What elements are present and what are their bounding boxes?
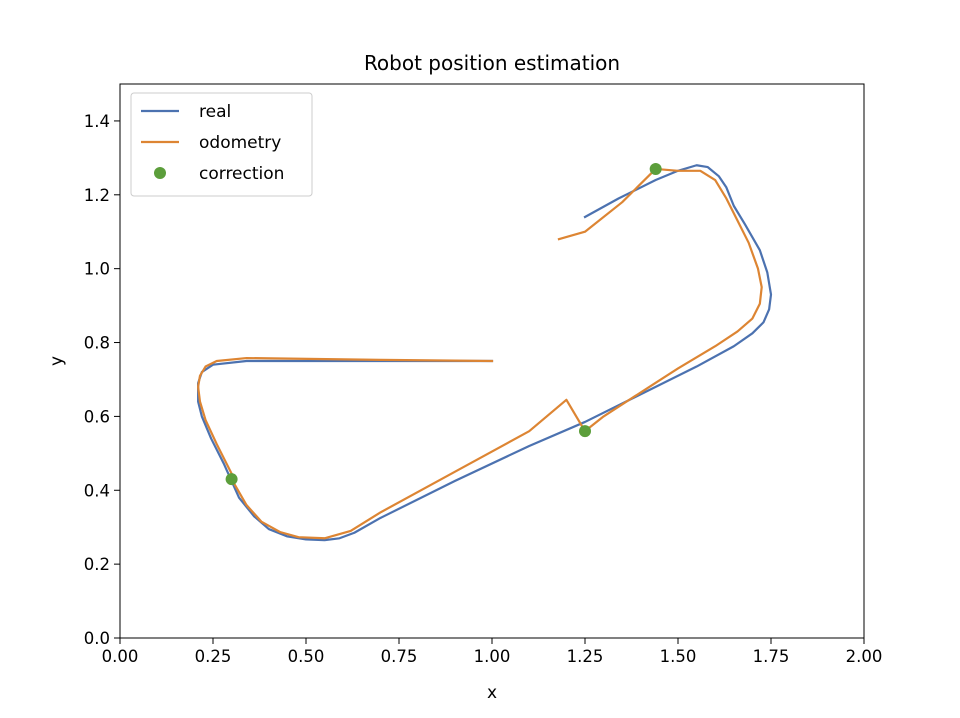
series-correction-point <box>649 162 662 175</box>
y-tick-label: 0.6 <box>84 407 110 426</box>
legend-swatch-correction <box>154 167 166 179</box>
x-tick-label: 1.25 <box>567 647 604 666</box>
chart-title: Robot position estimation <box>364 51 620 75</box>
x-tick-label: 0.00 <box>102 647 139 666</box>
x-axis-ticks: 0.00 0.25 0.50 0.75 1.00 1.25 1.50 1.75 2.00 <box>102 638 883 666</box>
legend-label-odometry: odometry <box>199 133 281 153</box>
series-correction-point <box>579 425 591 438</box>
x-tick-label: 1.50 <box>660 647 697 666</box>
series-odometry-line <box>197 167 763 540</box>
legend: real odometry correction <box>130 92 313 197</box>
y-tick-label: 1.0 <box>84 260 110 279</box>
x-axis-label: x <box>487 683 497 703</box>
x-tick-label: 1.75 <box>753 647 790 666</box>
y-axis-ticks: 0.0 0.2 0.4 0.6 0.8 1.0 1.2 1.4 <box>84 112 120 648</box>
y-tick-label: 1.2 <box>84 186 110 205</box>
x-tick-label: 0.75 <box>381 647 418 666</box>
x-tick-label: 2.00 <box>846 647 883 666</box>
x-tick-label: 1.00 <box>474 647 511 666</box>
series-layer <box>197 162 773 542</box>
x-tick-label: 0.25 <box>195 647 232 666</box>
series-real-line <box>197 164 773 542</box>
legend-label-real: real <box>199 102 231 122</box>
y-tick-label: 0.2 <box>84 555 110 574</box>
series-correction-point <box>225 473 238 486</box>
y-tick-label: 1.4 <box>84 112 110 131</box>
legend-box <box>130 92 313 197</box>
y-tick-label: 0.4 <box>84 481 110 500</box>
y-axis-label: y <box>47 356 67 366</box>
legend-label-correction: correction <box>199 164 284 184</box>
y-tick-label: 0.0 <box>84 629 110 648</box>
x-tick-label: 0.50 <box>288 647 325 666</box>
y-tick-label: 0.8 <box>84 334 110 353</box>
